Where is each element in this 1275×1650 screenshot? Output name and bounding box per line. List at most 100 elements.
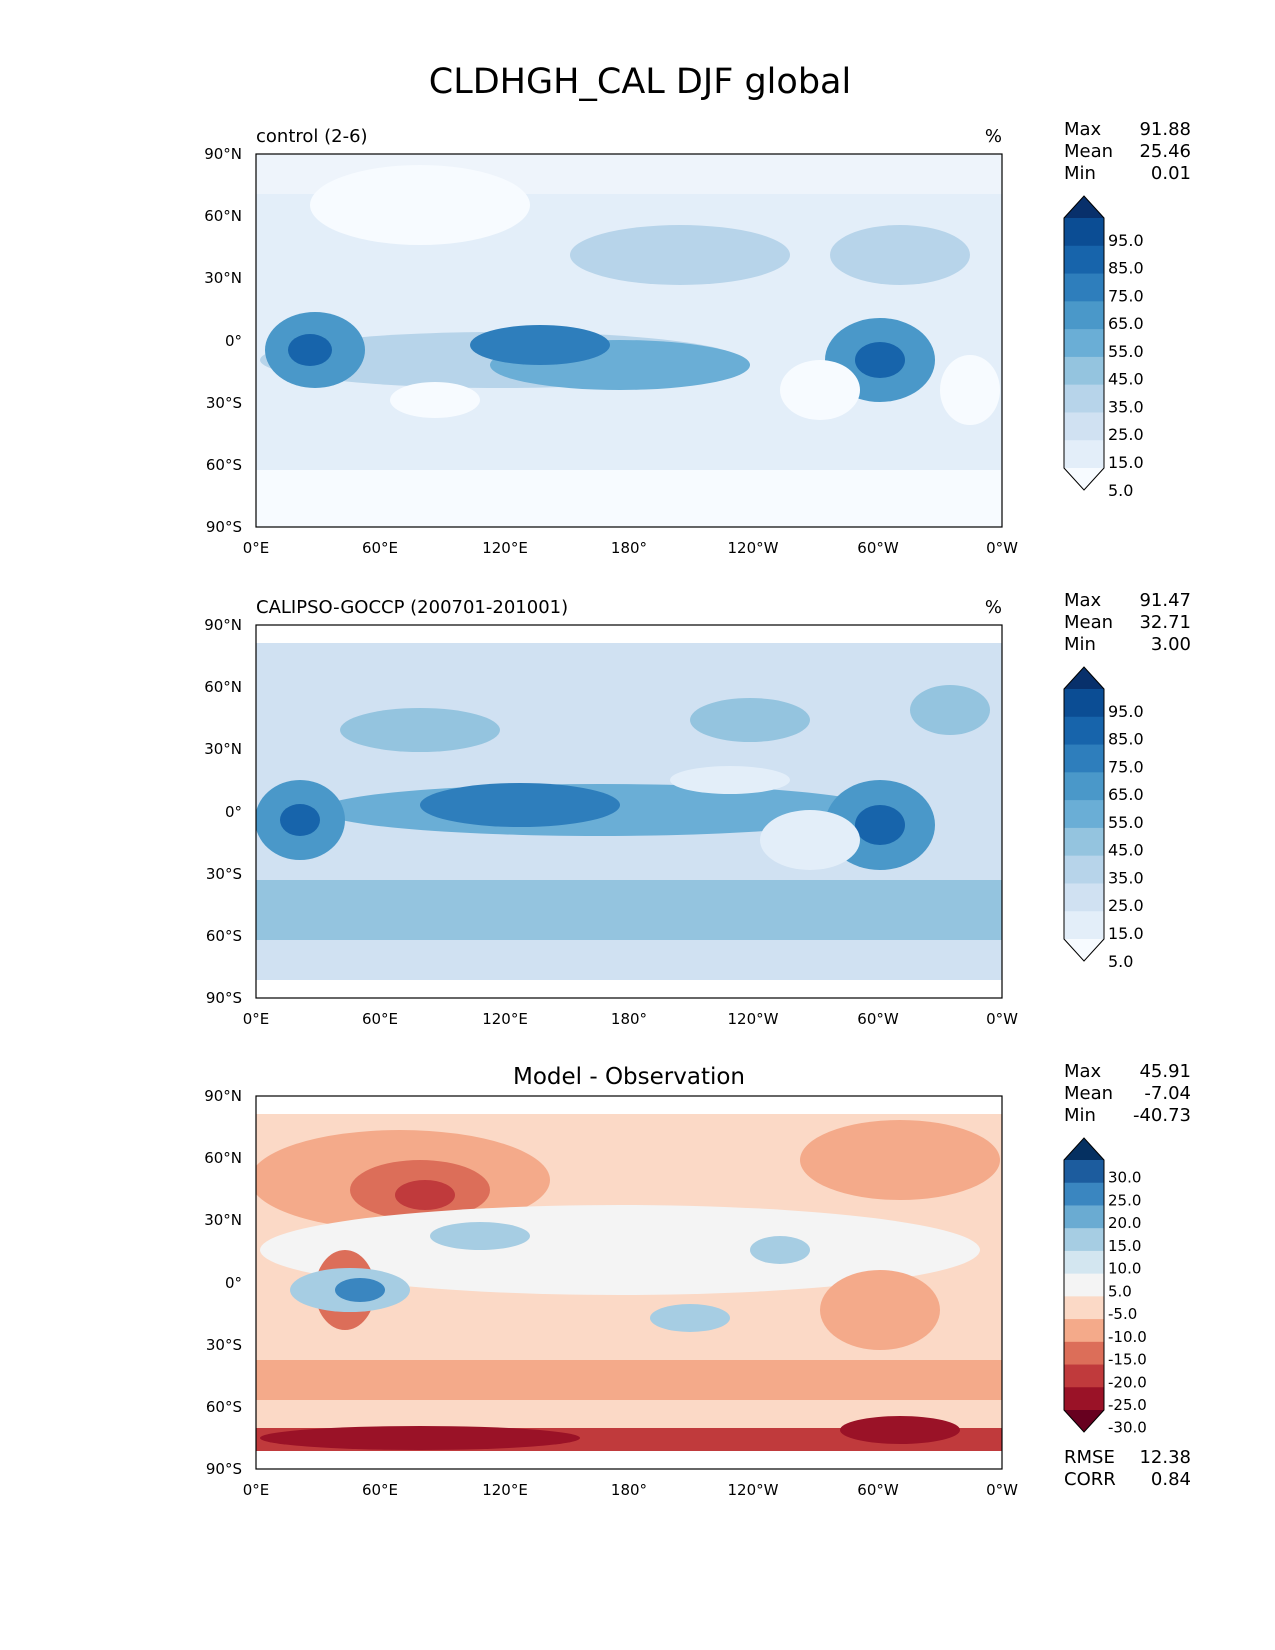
metric-value-rmse: 12.38 bbox=[1139, 1447, 1191, 1468]
stat-label-max: Max bbox=[1064, 1061, 1102, 1082]
panel-units: % bbox=[985, 597, 1002, 618]
x-tick-label: 120°E bbox=[482, 539, 528, 557]
colorbar: 95.0 85.0 75.0 65.0 55.0 45.0 35.0 25.0 15.0 5.0 bbox=[1063, 195, 1144, 500]
y-tick-label: 60°N bbox=[204, 207, 242, 225]
panel-title: CALIPSO-GOCCP (200701-201001) bbox=[256, 597, 568, 618]
y-tick-label: 90°S bbox=[206, 989, 242, 1007]
colorbar-segment bbox=[1064, 1296, 1104, 1320]
y-tick-label: 60°S bbox=[206, 927, 242, 945]
stats: Max 45.91 Mean -7.04 Min -40.73 bbox=[1064, 1061, 1191, 1126]
colorbar-segment bbox=[1064, 440, 1104, 469]
colorbar-tick-label: 95.0 bbox=[1108, 702, 1144, 721]
colorbar-segment bbox=[1064, 1364, 1104, 1388]
colorbar-outline bbox=[1063, 1137, 1105, 1433]
panel-difference: Model - Observation 0°E 60°E 120°E 180° … bbox=[204, 1061, 1191, 1499]
x-tick-label: 60°W bbox=[857, 1481, 899, 1499]
colorbar-segment bbox=[1064, 827, 1104, 857]
colorbar-tick-label: -15.0 bbox=[1108, 1351, 1147, 1369]
stat-value-mean: -7.04 bbox=[1144, 1083, 1191, 1104]
y-tick-label: 30°S bbox=[206, 394, 242, 412]
x-tick-label: 120°E bbox=[482, 1010, 528, 1028]
colorbar-tick-label: -30.0 bbox=[1108, 1419, 1147, 1437]
x-axis: 0°E 60°E 120°E 180° 120°W 60°W 0°W bbox=[243, 1481, 1018, 1499]
stat-label-min: Min bbox=[1064, 634, 1096, 655]
map-field-control bbox=[256, 154, 1002, 527]
colorbar-tick-label: 75.0 bbox=[1108, 286, 1144, 305]
colorbar-tick-label: -5.0 bbox=[1108, 1305, 1137, 1323]
colorbar-tick-label: 65.0 bbox=[1108, 785, 1144, 804]
colorbar-tick-label: 85.0 bbox=[1108, 730, 1144, 749]
colorbar-tick-label: 25.0 bbox=[1108, 896, 1144, 915]
x-tick-label: 0°W bbox=[986, 539, 1018, 557]
x-tick-label: 0°W bbox=[986, 1481, 1018, 1499]
colorbar-extend-max bbox=[1064, 1138, 1104, 1160]
colorbar-segment bbox=[1064, 689, 1104, 718]
colorbar-segment bbox=[1064, 218, 1104, 247]
colorbar-extend-max bbox=[1064, 667, 1104, 689]
y-tick-label: 60°N bbox=[204, 678, 242, 696]
colorbar-segment bbox=[1064, 1205, 1104, 1229]
colorbar-segment bbox=[1064, 883, 1104, 912]
x-tick-label: 180° bbox=[611, 1010, 647, 1028]
x-tick-label: 60°W bbox=[857, 1010, 899, 1028]
colorbar-segment bbox=[1064, 800, 1104, 829]
colorbar-extend-min bbox=[1064, 468, 1104, 490]
colorbar-segment bbox=[1064, 1182, 1104, 1206]
x-tick-label: 60°W bbox=[857, 539, 899, 557]
colorbar-tick-label: -10.0 bbox=[1108, 1328, 1147, 1346]
y-tick-label: 90°N bbox=[204, 616, 242, 634]
colorbar-tick-label: 30.0 bbox=[1108, 1169, 1141, 1187]
x-axis: 0°E 60°E 120°E 180° 120°W 60°W 0°W bbox=[243, 539, 1018, 557]
colorbar-tick-label: 45.0 bbox=[1108, 841, 1144, 860]
x-tick-label: 60°E bbox=[362, 1481, 398, 1499]
y-tick-label: 0° bbox=[225, 1274, 242, 1292]
y-tick-label: 60°N bbox=[204, 1149, 242, 1167]
x-tick-label: 0°W bbox=[986, 1010, 1018, 1028]
x-tick-label: 60°E bbox=[362, 539, 398, 557]
colorbar-tick-label: 55.0 bbox=[1108, 342, 1144, 361]
colorbar-segment bbox=[1064, 301, 1104, 330]
colorbar-tick-label: 15.0 bbox=[1108, 924, 1144, 943]
y-axis: 90°N 60°N 30°N 0° 30°S 60°S 90°S bbox=[204, 616, 242, 1007]
colorbar-extend-min bbox=[1064, 939, 1104, 961]
stat-value-max: 91.88 bbox=[1139, 119, 1191, 140]
colorbar-tick-label: 75.0 bbox=[1108, 757, 1144, 776]
metric-value-corr: 0.84 bbox=[1151, 1469, 1191, 1490]
colorbar-tick-label: 15.0 bbox=[1108, 1237, 1141, 1255]
colorbar-segment bbox=[1064, 273, 1104, 302]
colorbar-tick-label: 85.0 bbox=[1108, 259, 1144, 278]
colorbar-segment bbox=[1064, 744, 1104, 773]
y-axis: 90°N 60°N 30°N 0° 30°S 60°S 90°S bbox=[204, 1087, 242, 1478]
panel-title: control (2-6) bbox=[256, 126, 368, 147]
stats: Max 91.47 Mean 32.71 Min 3.00 bbox=[1064, 590, 1191, 655]
colorbar-tick-label: 15.0 bbox=[1108, 453, 1144, 472]
x-tick-label: 120°W bbox=[728, 539, 779, 557]
stat-label-max: Max bbox=[1064, 590, 1102, 611]
stat-value-max: 45.91 bbox=[1139, 1061, 1191, 1082]
map-field-observation bbox=[256, 625, 1002, 998]
colorbar-segment bbox=[1064, 1273, 1104, 1297]
colorbar-tick-label: 45.0 bbox=[1108, 370, 1144, 389]
colorbar-tick-label: 5.0 bbox=[1108, 481, 1133, 500]
colorbar-tick-label: -20.0 bbox=[1108, 1373, 1147, 1391]
colorbar-segment bbox=[1064, 1341, 1104, 1366]
colorbar-outline bbox=[1063, 666, 1105, 962]
y-tick-label: 90°N bbox=[204, 145, 242, 163]
x-tick-label: 180° bbox=[611, 1481, 647, 1499]
panel-units: % bbox=[985, 126, 1002, 147]
y-tick-label: 30°S bbox=[206, 1336, 242, 1354]
stat-label-max: Max bbox=[1064, 119, 1102, 140]
metrics: RMSE 12.38 CORR 0.84 bbox=[1064, 1447, 1191, 1490]
colorbar-segment bbox=[1064, 356, 1104, 386]
y-tick-label: 90°S bbox=[206, 518, 242, 536]
colorbar-tick-label: 5.0 bbox=[1108, 952, 1133, 971]
colorbar-tick-label: 25.0 bbox=[1108, 1191, 1141, 1209]
y-tick-label: 90°S bbox=[206, 1460, 242, 1478]
colorbar-segment bbox=[1064, 384, 1104, 413]
panel-control: control (2-6) % 0°E 60°E 120°E 180° 120°… bbox=[204, 119, 1191, 557]
colorbar-segment bbox=[1064, 772, 1104, 801]
x-axis: 0°E 60°E 120°E 180° 120°W 60°W 0°W bbox=[243, 1010, 1018, 1028]
y-tick-label: 30°N bbox=[204, 269, 242, 287]
stat-label-mean: Mean bbox=[1064, 141, 1113, 162]
